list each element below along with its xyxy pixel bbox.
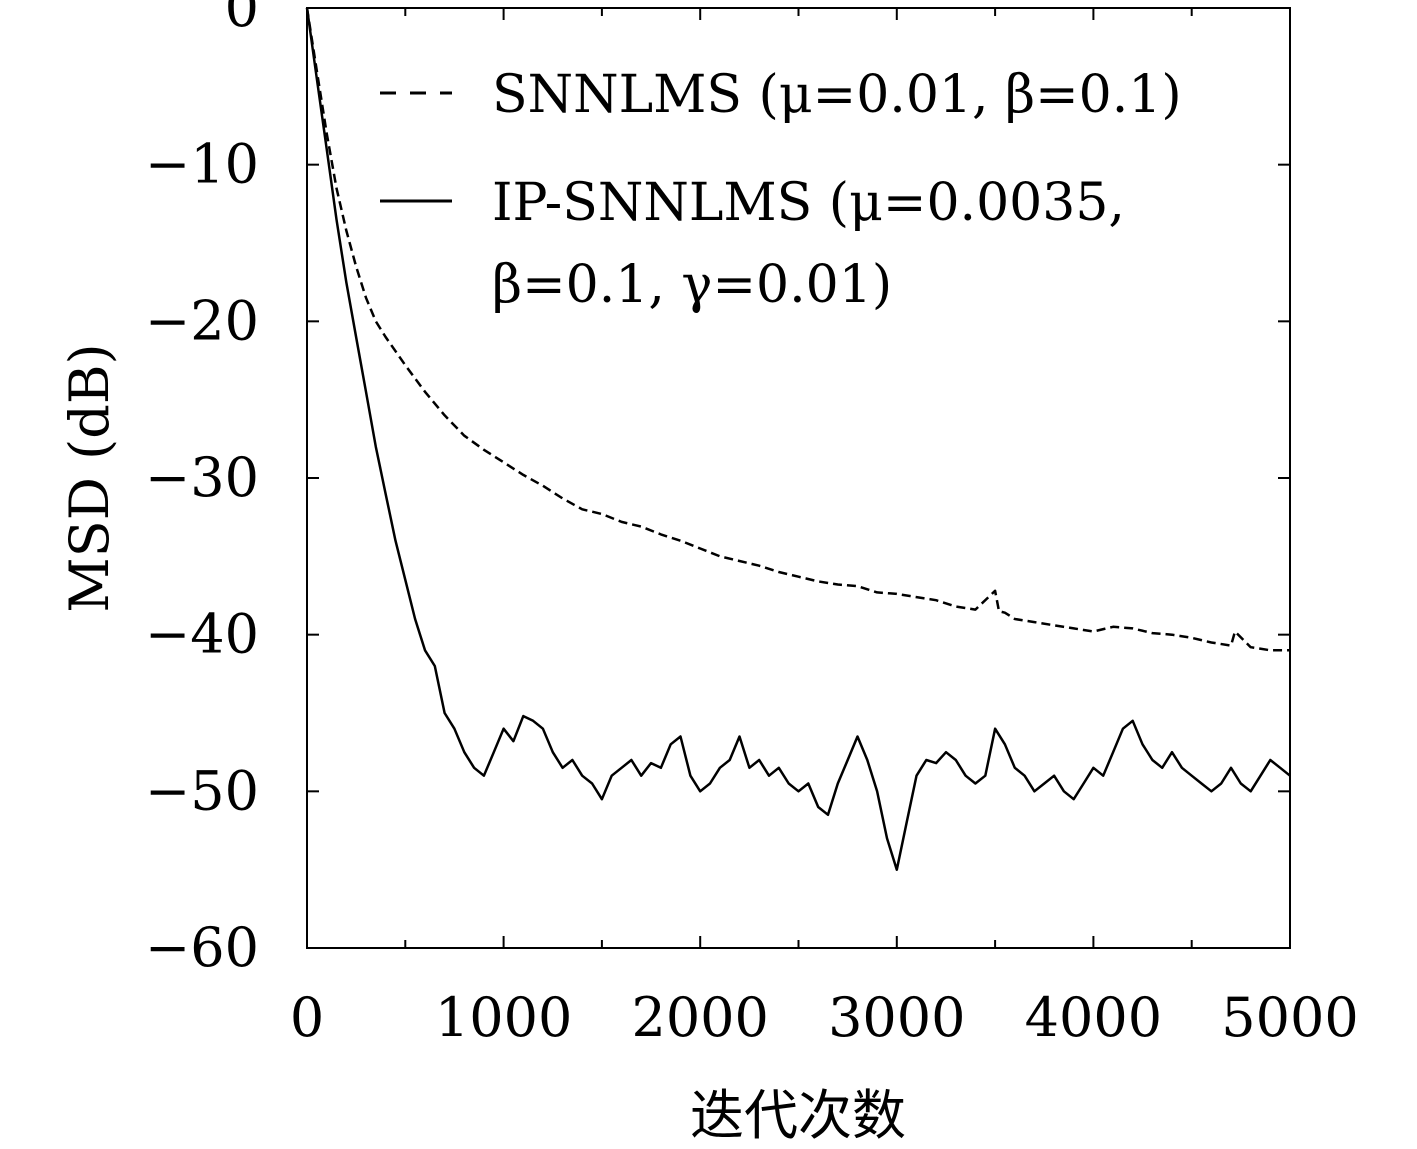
plot-frame: [306, 7, 1291, 949]
x-tick-label: 0: [290, 986, 324, 1049]
x-tick-label: 1000: [435, 986, 572, 1049]
y-ticks: 0 −10 −20 −30 −40 −50 −60: [145, 0, 1290, 979]
y-tick-label: −10: [145, 133, 259, 196]
series-layer: [305, 7, 1291, 871]
legend: SNNLMS (μ=0.01, β=0.1) IP-SNNLMS (μ=0.00…: [380, 65, 1182, 315]
x-axis-label: 迭代次数: [690, 1084, 906, 1147]
plot-area: [306, 7, 1291, 949]
x-tick-label: 2000: [631, 986, 768, 1049]
x-ticks: 0 1000 2000 3000 4000 5000: [290, 8, 1359, 1049]
legend-label-ip-snnlms-cont: β=0.1, γ=0.01): [492, 255, 892, 315]
series-line-ip-snnlms: [305, 7, 1291, 871]
legend-label-snnlms: SNNLMS (μ=0.01, β=0.1): [492, 65, 1182, 125]
y-tick-label: −40: [145, 603, 259, 666]
y-tick-label: −30: [145, 446, 259, 509]
y-axis-label: MSD (dB): [58, 343, 121, 612]
y-tick-label: 0: [225, 0, 259, 39]
y-tick-label: −60: [145, 916, 259, 979]
x-tick-label: 5000: [1221, 986, 1358, 1049]
x-tick-label: 4000: [1025, 986, 1162, 1049]
x-tick-label: 3000: [828, 986, 965, 1049]
y-tick-label: −50: [145, 759, 259, 822]
y-tick-label: −20: [145, 289, 259, 352]
legend-label-ip-snnlms: IP-SNNLMS (μ=0.0035,: [492, 173, 1125, 233]
